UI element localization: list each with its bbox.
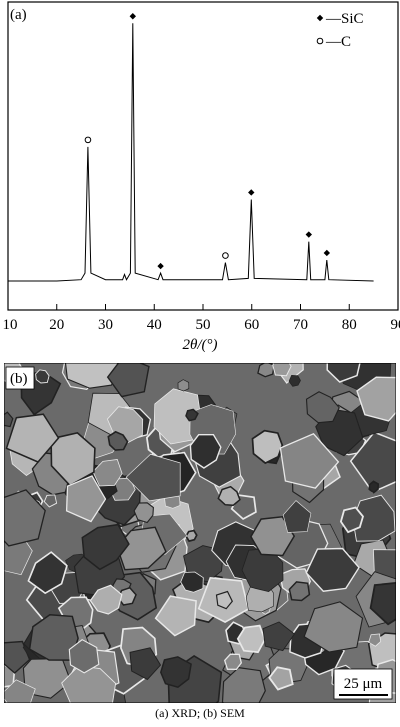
sem-crystal-facet [35,369,50,384]
sem-crystal-facet [305,391,340,424]
sem-crystal-facet [89,584,123,615]
sem-crystal-facet [339,506,364,534]
sem-crystal-facet [129,647,162,681]
sem-crystal-facet [217,485,241,507]
xrd-chart: (a) 10 20 30 40 50 60 70 80 90 —SiC —C 2θ/(°) [3,1,400,353]
sem-crystal-facet [107,430,129,451]
sic-peak-marker [323,249,331,257]
sem-crystal-facet [125,453,181,502]
sem-crystal-facet [221,666,266,703]
sem-crystal-facet [268,666,294,691]
x-axis-label: 2θ/(°) [182,337,217,353]
sic-peak-marker [248,189,255,196]
sem-crystal-facet [4,489,46,547]
x-tick-label: 90 [391,317,400,333]
sem-crystal-facet [303,601,364,653]
sem-crystal-facet [282,500,312,533]
sem-crystal-facet [133,502,154,524]
x-tick-label: 50 [196,317,211,333]
sem-crystal-facet [356,376,396,422]
x-tick-label: 30 [98,317,113,333]
sem-crystal-texture [4,363,396,703]
carbon-peak-marker [222,252,229,259]
sic-peak-marker [305,231,312,238]
sem-micrograph: (b) 25 μm [4,363,396,703]
sic-peak-marker [129,13,136,20]
legend: —SiC —C [316,11,364,50]
sem-crystal-facet [272,363,292,377]
legend-label: —SiC [325,11,364,27]
sem-crystal-facet [68,639,100,674]
x-tick-label: 70 [293,317,308,333]
sem-crystal-facet [326,363,361,383]
sem-crystal-facet [177,379,190,392]
sem-crystal-facet [250,516,296,557]
sem-crystal-facet [4,411,14,428]
sem-crystal-facet [185,408,199,422]
legend-carbon-marker [316,37,324,45]
legend-label: —C [325,34,351,50]
x-tick-label: 40 [147,317,162,333]
x-tick-label: 60 [244,317,259,333]
sem-crystal-facet [262,621,296,652]
panel-a-label: (a) [10,7,27,23]
carbon-peak-marker [84,136,92,144]
sic-peak-marker [157,262,164,270]
peak-markers [84,13,331,270]
sem-crystal-facet [4,640,31,674]
panel-b-label: (b) [10,371,28,387]
legend-sic-marker [316,14,324,22]
scale-bar-label: 25 μm [344,676,383,692]
sem-crystal-facet [27,551,68,595]
sem-crystal-facet [43,494,58,508]
sem-crystal-facet [368,480,380,494]
sem-crystal-facet [64,363,120,389]
sem-crystal-facet [368,633,382,647]
sem-crystal-facet [5,413,60,463]
sem-crystal-facet [305,547,360,592]
x-tick-label: 80 [342,317,357,333]
sem-crystal-facet [106,363,150,398]
sem-crystal-facet [189,433,222,469]
xrd-series-line [8,23,374,282]
x-tick-label: 10 [3,317,18,333]
sem-crystal-facet [180,571,204,593]
x-axis-tick-labels: 10 20 30 40 50 60 70 80 90 [3,317,400,333]
sem-crystal-facet [288,375,301,387]
sem-crystal-facet [369,581,396,626]
sem-crystal-facet [185,529,198,543]
sem-crystal-facet [92,459,123,487]
sem-crystal-facet [215,590,234,610]
panel-b-label-box [5,366,35,390]
x-tick-label: 20 [49,317,64,333]
sem-crystal-facet [65,475,107,523]
sem-crystal-facet [251,429,284,465]
sem-crystal-facet [241,547,284,593]
sem-crystal-facet [236,624,266,654]
figure-caption: (a) XRD; (b) SEM [155,706,245,720]
sem-crystal-facet [81,523,130,571]
sem-crystal-facet [223,653,243,671]
sem-crystal-facet [4,679,36,703]
sem-crystal-facet [279,433,340,489]
sem-crystal-facet [257,363,275,378]
sem-crystal-facet [28,614,79,661]
sem-crystal-facet [160,656,192,689]
sem-crystal-facet [288,581,311,602]
sem-crystal-facet [154,595,197,637]
x-axis-ticks [7,304,399,310]
